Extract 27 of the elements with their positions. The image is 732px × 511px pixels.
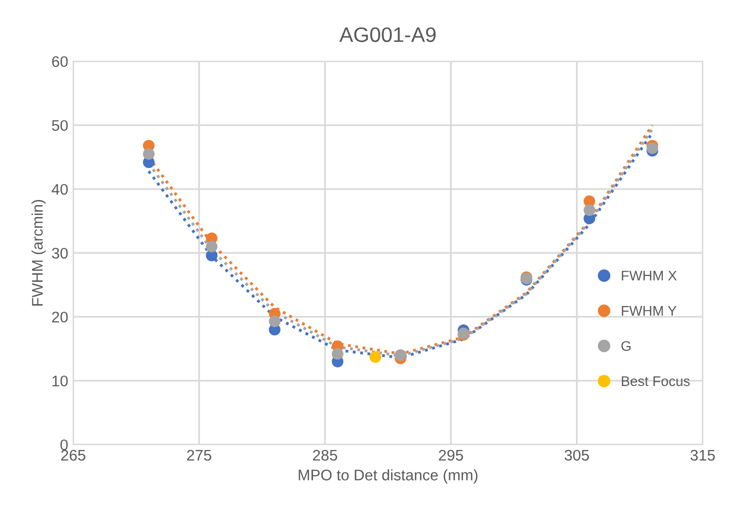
x-tick-label: 295	[438, 450, 464, 461]
x-axis-title: MPO to Det distance (mm)	[298, 469, 478, 484]
legend-label: G	[621, 341, 631, 351]
x-tick-label: 265	[61, 450, 86, 461]
y-tick-label: 0	[60, 439, 68, 450]
point	[646, 142, 658, 154]
x-tick-label: 275	[187, 450, 212, 461]
point	[584, 204, 596, 216]
x-tick-label: 315	[690, 450, 715, 461]
chart-title: AG001-A9	[339, 27, 436, 42]
x-tick-label: 305	[564, 450, 589, 461]
y-tick-label: 50	[52, 120, 68, 131]
y-tick-label: 30	[52, 248, 68, 259]
point	[332, 348, 344, 360]
legend-label: FWHM Y	[622, 306, 677, 316]
x-tick-label: 285	[313, 450, 338, 461]
legend-label: FWHM X	[622, 270, 677, 280]
point	[370, 351, 382, 363]
y-tick-label: 40	[52, 184, 68, 195]
legend-label: Best Focus	[622, 376, 690, 386]
point	[206, 240, 218, 252]
y-axis-title: FWHM (arcmin)	[32, 200, 46, 306]
point	[268, 315, 280, 328]
y-tick-label: 60	[52, 56, 68, 68]
y-tick-label: 20	[52, 312, 68, 323]
y-tick-label: 10	[52, 376, 68, 386]
point	[142, 148, 155, 160]
